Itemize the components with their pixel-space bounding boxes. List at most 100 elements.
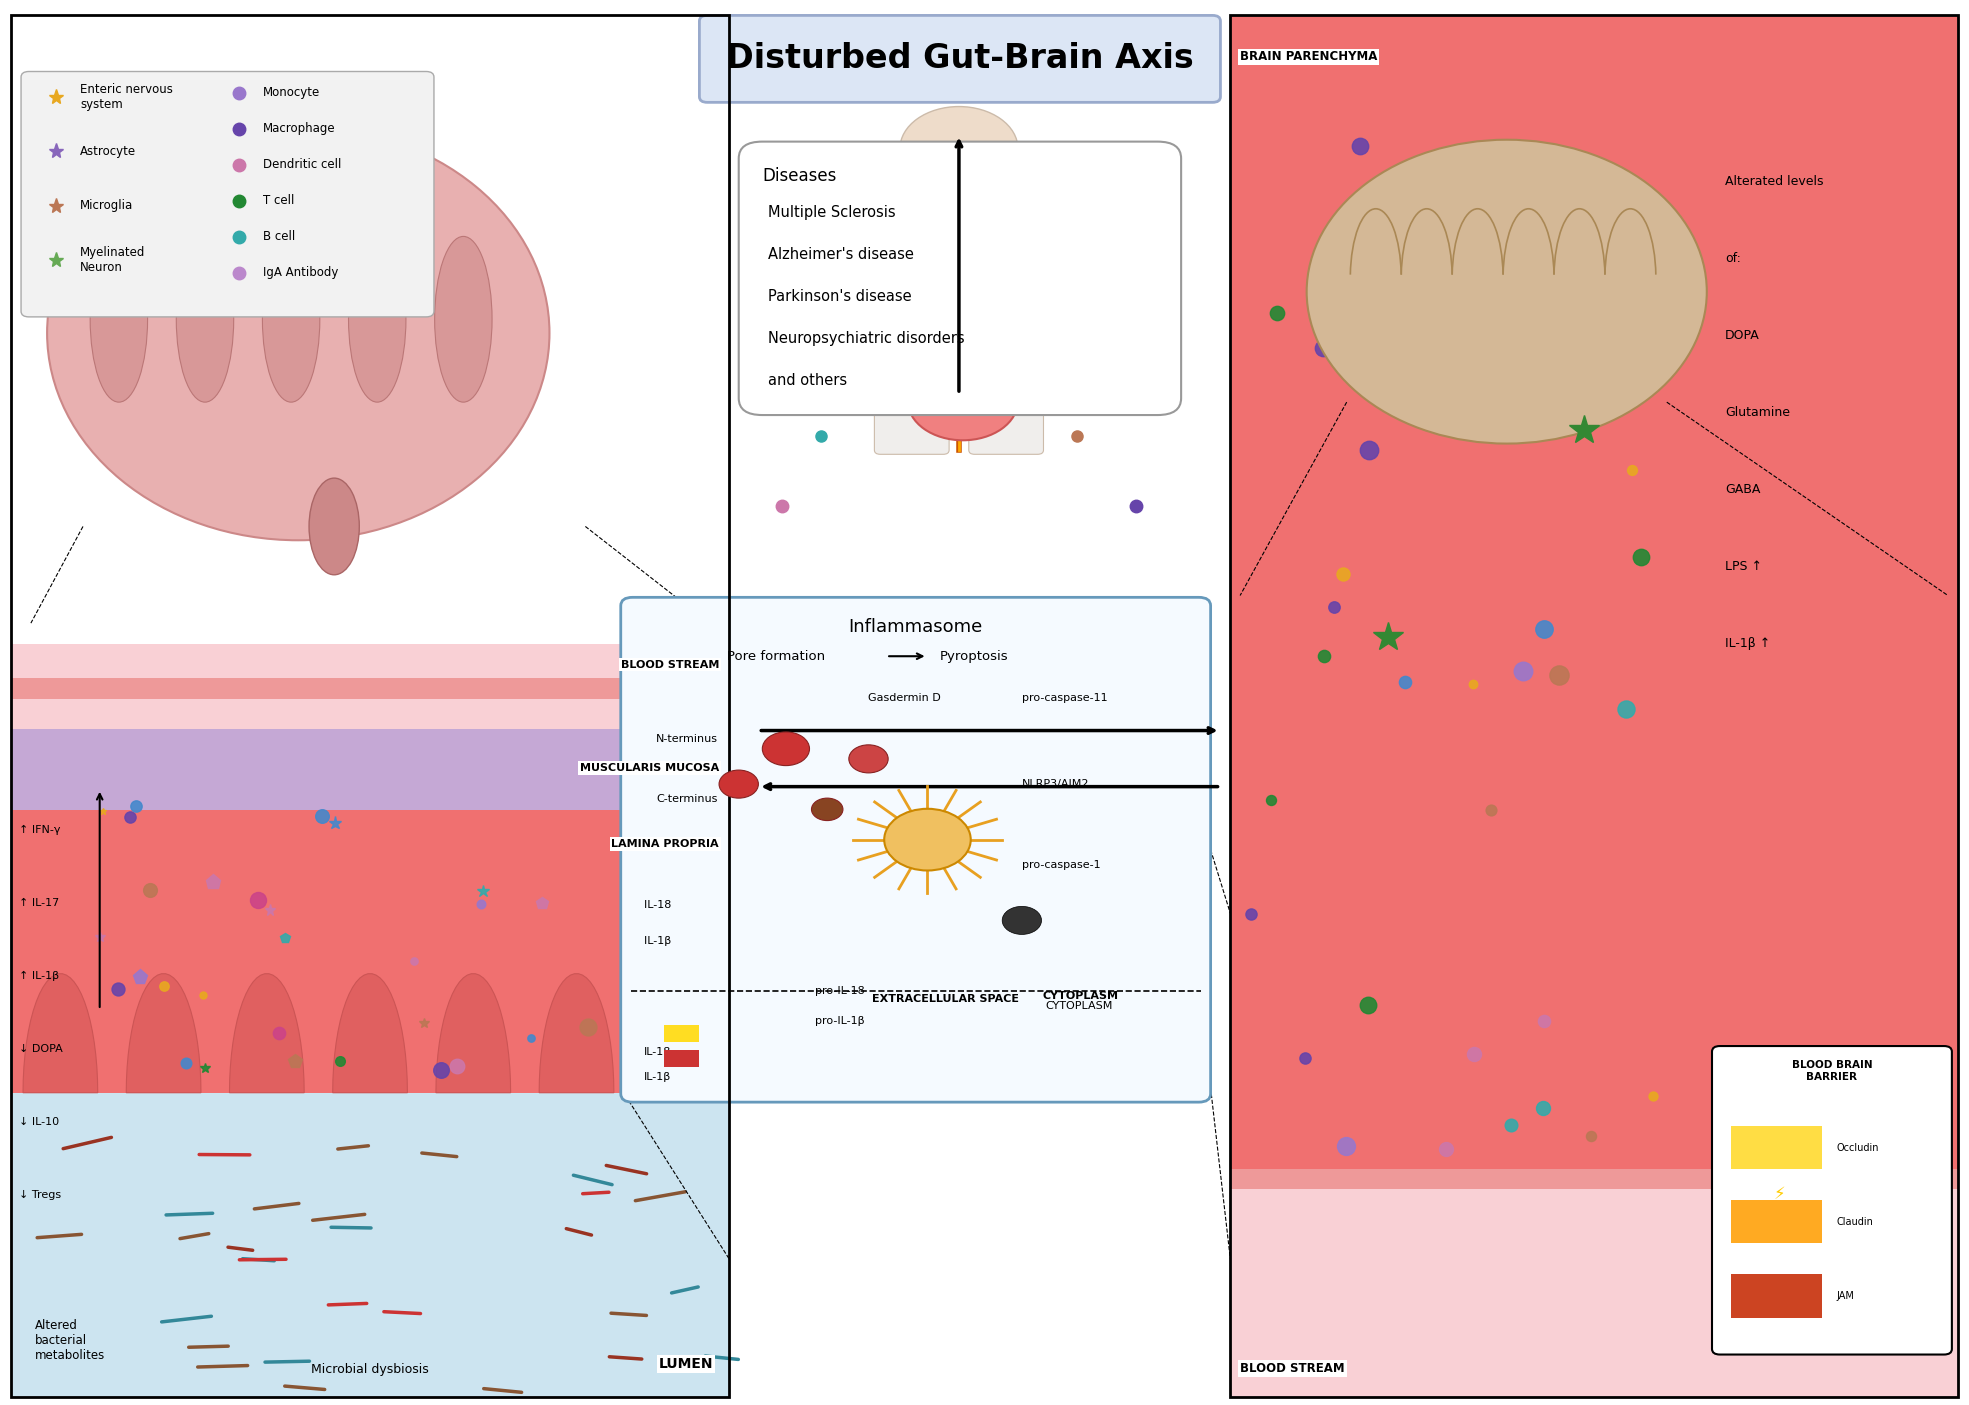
Text: BLOOD STREAM: BLOOD STREAM bbox=[1240, 1361, 1345, 1375]
FancyBboxPatch shape bbox=[776, 313, 876, 355]
Bar bbox=[12, 1093, 729, 1397]
Text: DOPA: DOPA bbox=[1725, 329, 1760, 341]
Bar bbox=[1731, 1200, 1823, 1243]
PathPatch shape bbox=[540, 974, 614, 1093]
Text: Diseases: Diseases bbox=[762, 167, 837, 185]
Bar bbox=[12, 729, 729, 809]
Bar bbox=[12, 15, 729, 1397]
Text: Disturbed Gut-Brain Axis: Disturbed Gut-Brain Axis bbox=[727, 42, 1193, 76]
Text: pro-IL-18: pro-IL-18 bbox=[815, 986, 864, 996]
Text: ASC: ASC bbox=[1004, 916, 1026, 926]
Text: B cell: B cell bbox=[262, 230, 295, 243]
Ellipse shape bbox=[91, 236, 148, 402]
Circle shape bbox=[908, 361, 1018, 440]
FancyBboxPatch shape bbox=[738, 142, 1181, 414]
Text: ↑ IL-17: ↑ IL-17 bbox=[20, 898, 59, 908]
Bar bbox=[1231, 15, 1957, 1397]
Text: Astrocyte: Astrocyte bbox=[81, 145, 136, 157]
Ellipse shape bbox=[47, 126, 549, 541]
Ellipse shape bbox=[262, 236, 319, 402]
Text: IL-18: IL-18 bbox=[644, 901, 675, 910]
Text: LAMINA PROPRIA: LAMINA PROPRIA bbox=[612, 839, 719, 849]
Text: CYTOPLASM: CYTOPLASM bbox=[1044, 991, 1118, 1002]
FancyBboxPatch shape bbox=[699, 15, 1221, 103]
Text: Alterated levels: Alterated levels bbox=[1725, 174, 1823, 188]
Text: LPS ↑: LPS ↑ bbox=[1725, 561, 1762, 573]
Text: Gasdermin D: Gasdermin D bbox=[868, 693, 941, 704]
Text: Occludin: Occludin bbox=[1837, 1142, 1878, 1154]
PathPatch shape bbox=[230, 974, 303, 1093]
Text: Multiple Sclerosis: Multiple Sclerosis bbox=[768, 205, 896, 219]
Text: Alzheimer's disease: Alzheimer's disease bbox=[768, 247, 914, 261]
Bar bbox=[664, 1050, 699, 1066]
Ellipse shape bbox=[309, 478, 358, 575]
Circle shape bbox=[900, 107, 1018, 191]
Bar bbox=[1231, 1169, 1957, 1190]
Text: MUSCULARIS MUCOSA: MUSCULARIS MUCOSA bbox=[579, 763, 719, 773]
PathPatch shape bbox=[642, 974, 717, 1093]
Circle shape bbox=[884, 809, 971, 871]
Text: ↓ DOPA: ↓ DOPA bbox=[20, 1044, 63, 1054]
Text: Glutamine: Glutamine bbox=[1725, 406, 1790, 419]
Text: Monocyte: Monocyte bbox=[262, 86, 319, 98]
Text: NLRP3/AIM2: NLRP3/AIM2 bbox=[1022, 780, 1089, 790]
Text: Altered
bacterial
metabolites: Altered bacterial metabolites bbox=[35, 1319, 104, 1363]
Text: Macrophage: Macrophage bbox=[262, 122, 335, 135]
FancyBboxPatch shape bbox=[969, 361, 1044, 454]
Text: CYTOPLASM: CYTOPLASM bbox=[1046, 1002, 1112, 1012]
Text: ↓ IL-10: ↓ IL-10 bbox=[20, 1117, 59, 1127]
Bar bbox=[12, 679, 729, 700]
Bar bbox=[664, 1024, 699, 1041]
Text: LUMEN: LUMEN bbox=[660, 1357, 713, 1371]
Text: pro-caspase-1: pro-caspase-1 bbox=[1022, 860, 1101, 870]
Text: ⚡: ⚡ bbox=[957, 392, 971, 410]
Text: IL-1β ↑: IL-1β ↑ bbox=[1725, 638, 1770, 651]
PathPatch shape bbox=[24, 974, 98, 1093]
Ellipse shape bbox=[349, 236, 406, 402]
Text: T cell: T cell bbox=[262, 194, 293, 208]
Text: Myelinated
Neuron: Myelinated Neuron bbox=[81, 246, 146, 274]
Text: EXTRACELLULAR SPACE: EXTRACELLULAR SPACE bbox=[872, 993, 1018, 1005]
Text: Pore formation: Pore formation bbox=[727, 649, 825, 663]
Circle shape bbox=[849, 745, 888, 773]
Text: Parkinson's disease: Parkinson's disease bbox=[768, 289, 912, 303]
Text: pro-IL-1β: pro-IL-1β bbox=[815, 1016, 864, 1027]
Text: IgA Antibody: IgA Antibody bbox=[262, 267, 339, 280]
Circle shape bbox=[811, 798, 843, 821]
Text: BLOOD BRAIN
BARRIER: BLOOD BRAIN BARRIER bbox=[1792, 1059, 1873, 1082]
Ellipse shape bbox=[1307, 139, 1707, 444]
Bar bbox=[12, 809, 729, 1093]
Text: and others: and others bbox=[768, 372, 847, 388]
Text: C-terminus: C-terminus bbox=[656, 794, 717, 804]
Text: Microbial dysbiosis: Microbial dysbiosis bbox=[311, 1363, 429, 1375]
Circle shape bbox=[762, 732, 809, 766]
Text: ↑ IL-1β: ↑ IL-1β bbox=[20, 971, 59, 981]
FancyBboxPatch shape bbox=[620, 597, 1211, 1102]
Bar bbox=[12, 643, 729, 733]
Text: Enteric nervous
system: Enteric nervous system bbox=[81, 83, 173, 111]
Text: IL-18: IL-18 bbox=[644, 1047, 671, 1057]
Text: Claudin: Claudin bbox=[1837, 1217, 1874, 1227]
Text: pro-caspase-11: pro-caspase-11 bbox=[1022, 693, 1107, 704]
Ellipse shape bbox=[177, 236, 234, 402]
FancyBboxPatch shape bbox=[860, 149, 1057, 372]
Text: IL-1β: IL-1β bbox=[644, 936, 675, 946]
FancyBboxPatch shape bbox=[874, 361, 949, 454]
Text: IL-1β: IL-1β bbox=[644, 1072, 671, 1082]
Bar bbox=[12, 15, 729, 636]
Text: ↓ Tregs: ↓ Tregs bbox=[20, 1190, 61, 1200]
Text: JAM: JAM bbox=[1837, 1291, 1855, 1301]
Bar bbox=[1731, 1274, 1823, 1318]
Text: ⚡: ⚡ bbox=[1774, 1186, 1786, 1203]
Text: GABA: GABA bbox=[1725, 483, 1760, 496]
Ellipse shape bbox=[435, 236, 492, 402]
Bar bbox=[12, 15, 729, 1397]
Text: N-terminus: N-terminus bbox=[656, 733, 719, 743]
PathPatch shape bbox=[333, 974, 408, 1093]
Text: BLOOD STREAM: BLOOD STREAM bbox=[620, 659, 719, 670]
FancyBboxPatch shape bbox=[1711, 1047, 1951, 1354]
PathPatch shape bbox=[126, 974, 201, 1093]
Text: ↑ IFN-γ: ↑ IFN-γ bbox=[20, 825, 61, 836]
Text: of:: of: bbox=[1725, 251, 1741, 264]
Bar bbox=[1231, 15, 1957, 1397]
